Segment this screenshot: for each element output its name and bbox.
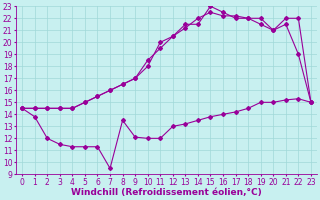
X-axis label: Windchill (Refroidissement éolien,°C): Windchill (Refroidissement éolien,°C) — [71, 188, 262, 197]
